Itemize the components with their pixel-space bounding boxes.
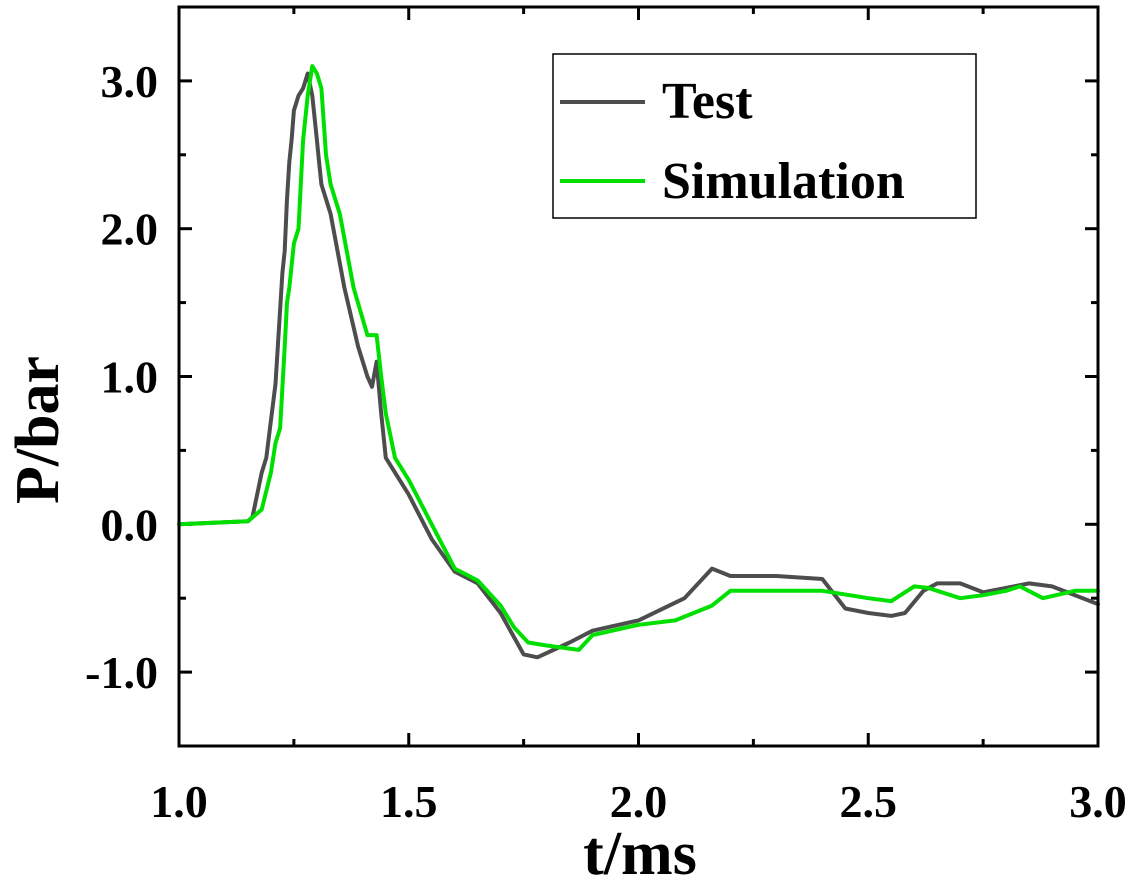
y-tick-labels: -1.0 0.0 1.0 2.0 3.0 [85, 56, 158, 698]
y-tick-label: 1.0 [101, 352, 159, 403]
x-tick-label: 3.0 [1069, 776, 1127, 827]
series-lines [177, 64, 1100, 660]
x-axis-title: t/ms [583, 820, 697, 881]
series-line-test [177, 71, 1100, 660]
x-tick-label: 2.5 [840, 776, 898, 827]
plot-frame [177, 5, 1100, 748]
y-tick-label: 0.0 [101, 499, 159, 550]
y-tick-label: 3.0 [101, 56, 159, 107]
x-tick-label: 2.0 [610, 776, 668, 827]
legend-label-simulation: Simulation [662, 153, 905, 210]
x-tick-labels: 1.0 1.5 2.0 2.5 3.0 [150, 776, 1127, 827]
legend-label-test: Test [662, 73, 753, 130]
y-tick-label: -1.0 [85, 647, 158, 698]
series-line-simulation [177, 64, 1100, 652]
y-axis-title: P/bar [4, 356, 72, 504]
x-tick-label: 1.0 [150, 776, 208, 827]
legend: Test Simulation [552, 53, 977, 219]
x-tick-label: 1.5 [380, 776, 438, 827]
y-tick-label: 2.0 [101, 204, 159, 255]
legend-box [552, 53, 977, 219]
